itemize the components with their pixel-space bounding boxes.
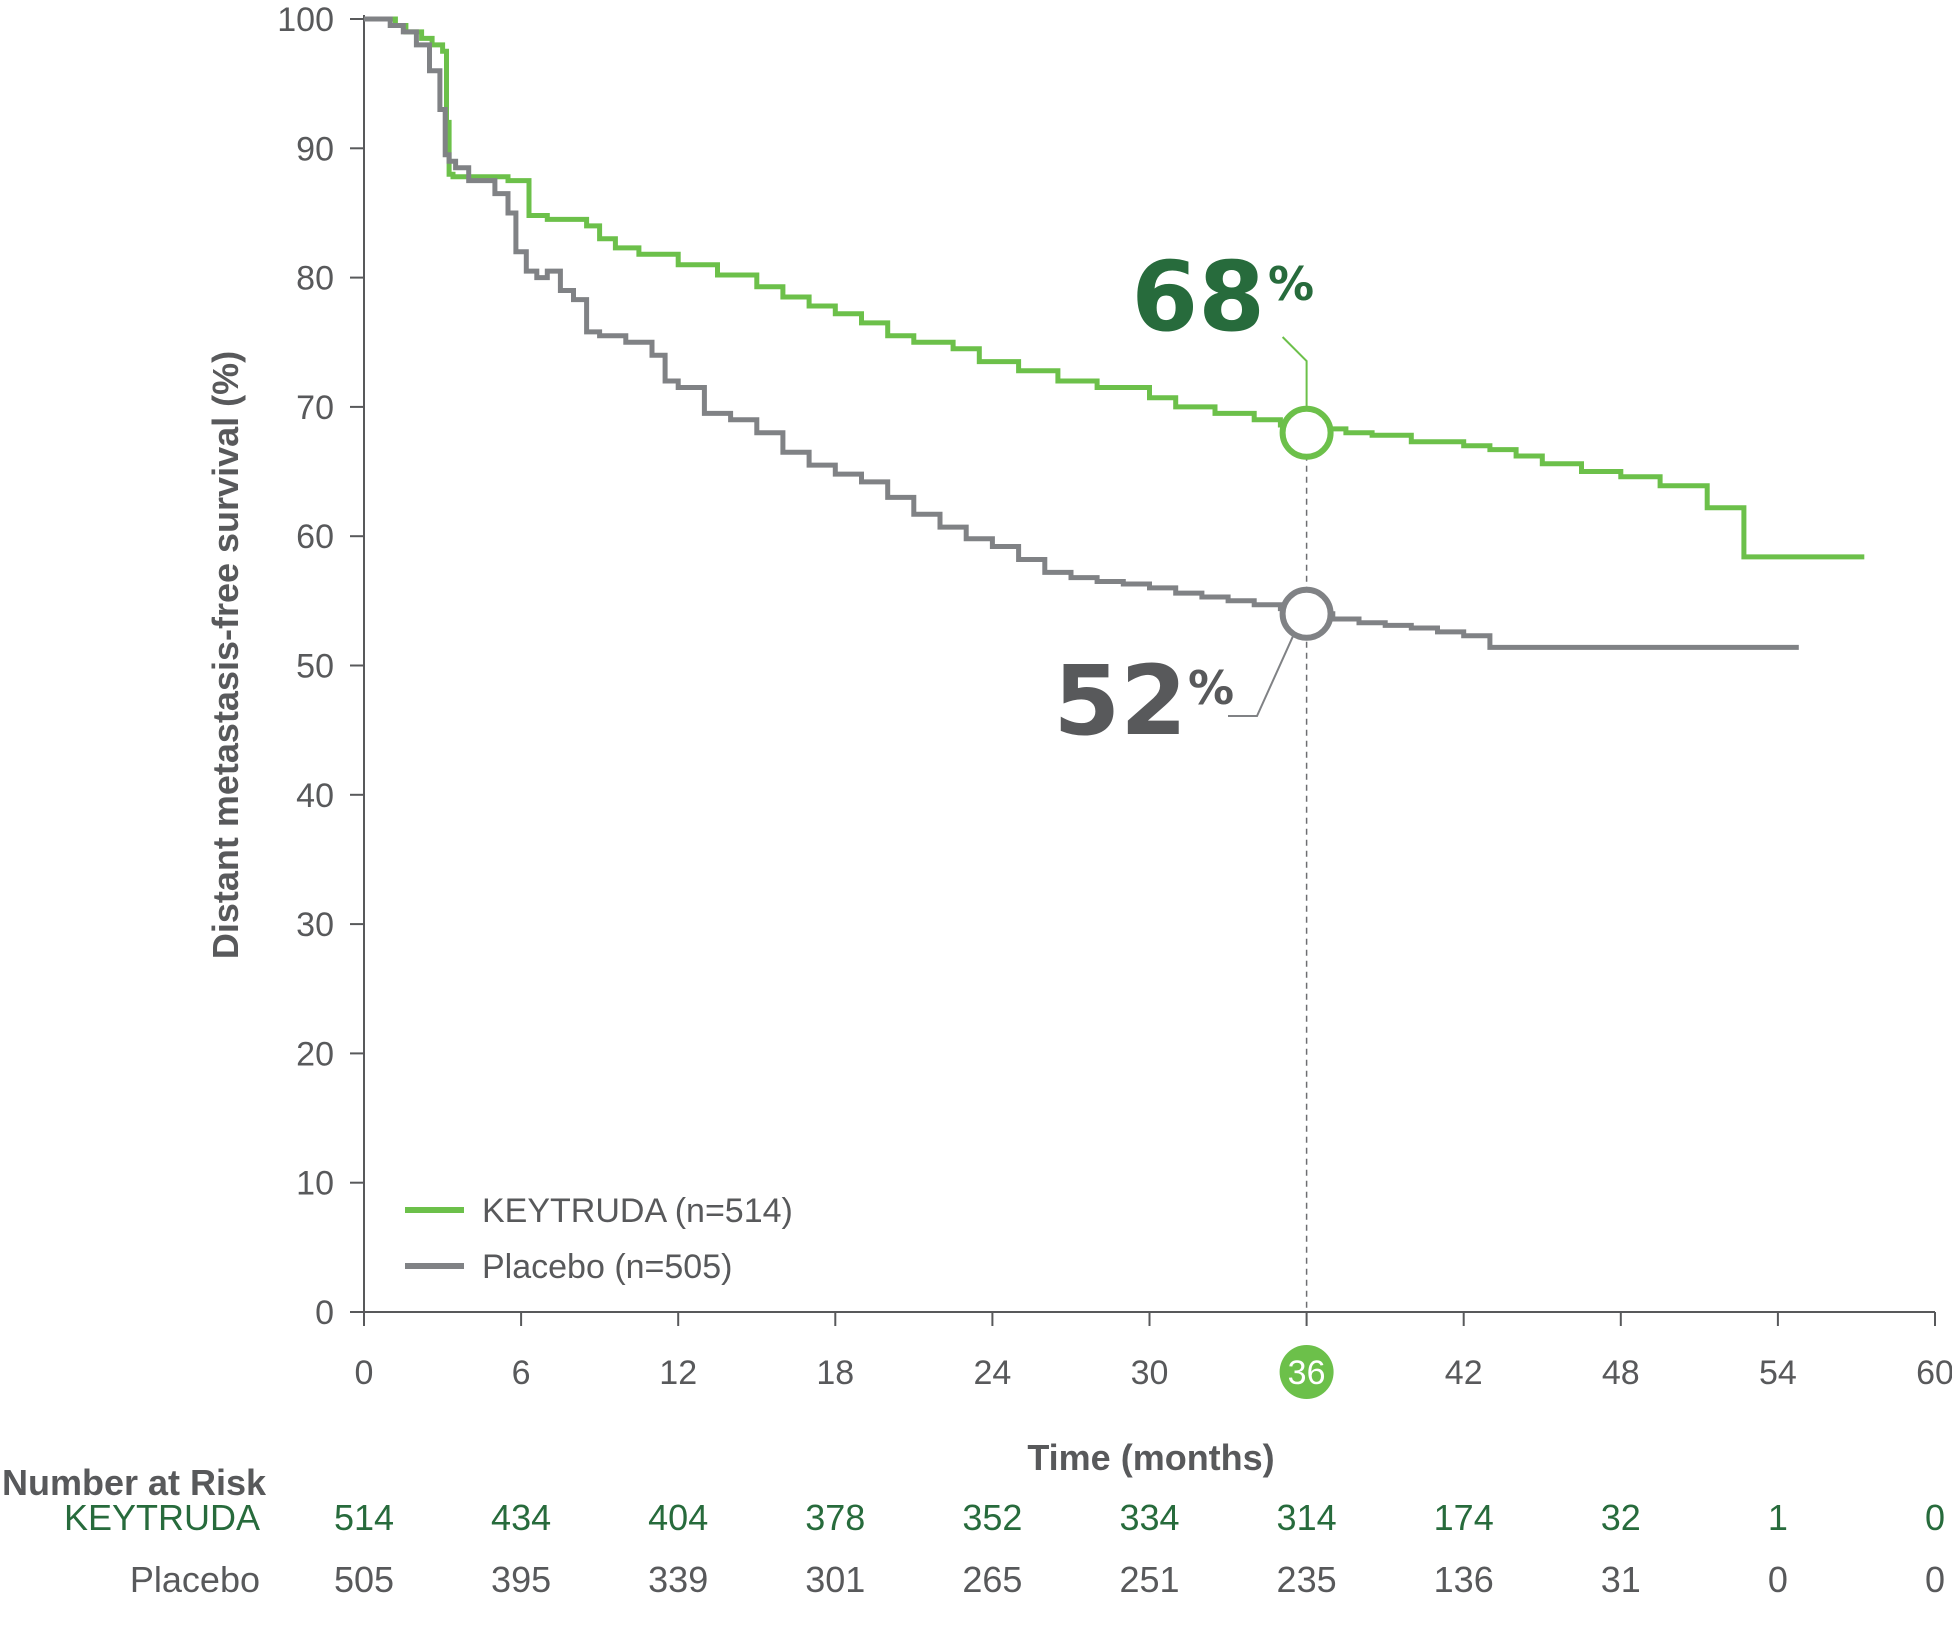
annotation-value-placebo: 52 xyxy=(1053,645,1187,757)
callout-leader-keytruda xyxy=(1281,336,1308,407)
series-layer xyxy=(364,16,1865,650)
risk-value-keytruda: 0 xyxy=(1925,1497,1945,1538)
annotation-layer: 68 %52% xyxy=(1053,241,1334,757)
marker-circle-keytruda-36 xyxy=(1279,405,1334,460)
risk-value-placebo: 0 xyxy=(1925,1559,1945,1600)
risk-value-keytruda: 334 xyxy=(1119,1497,1179,1538)
annotation-unit-placebo: % xyxy=(1188,661,1234,715)
risk-value-keytruda: 352 xyxy=(962,1497,1022,1538)
y-tick-label: 60 xyxy=(296,518,334,556)
y-tick-label: 70 xyxy=(296,389,334,427)
risk-value-keytruda: 404 xyxy=(648,1497,708,1538)
y-tick-label: 90 xyxy=(296,130,334,168)
x-tick-label: 60 xyxy=(1916,1354,1952,1392)
y-axis-title-group: Distant metastasis-free survival (%) xyxy=(205,351,246,959)
risk-value-keytruda: 1 xyxy=(1768,1497,1788,1538)
risk-value-placebo: 505 xyxy=(334,1559,394,1600)
x-tick-label: 54 xyxy=(1759,1354,1797,1392)
risk-value-placebo: 301 xyxy=(805,1559,865,1600)
risk-value-placebo: 265 xyxy=(962,1559,1022,1600)
risk-table-title: Number at Risk xyxy=(2,1462,267,1503)
risk-value-placebo: 0 xyxy=(1768,1559,1788,1600)
axes: 0 10 20 30 40 50 60 70 80 90 100 0 6 12 18 24 30 36 42 48 54… xyxy=(277,1,1952,1399)
legend: KEYTRUDA (n=514) Placebo (n=505) xyxy=(405,1192,793,1286)
risk-row-label-keytruda: KEYTRUDA xyxy=(64,1497,260,1538)
y-tick-label: 30 xyxy=(296,906,334,944)
y-axis-title: Distant metastasis-free survival (%) xyxy=(205,351,246,959)
risk-value-keytruda: 378 xyxy=(805,1497,865,1538)
risk-value-keytruda: 514 xyxy=(334,1497,394,1538)
series-line-placebo xyxy=(364,16,1799,650)
x-tick-label-highlight: 36 xyxy=(1288,1354,1326,1392)
risk-value-placebo: 31 xyxy=(1601,1559,1641,1600)
x-tick-label: 24 xyxy=(973,1354,1011,1392)
y-tick-label: 20 xyxy=(296,1035,334,1073)
callout-leader-placebo xyxy=(1228,634,1295,717)
marker-circle-placebo-36 xyxy=(1279,586,1334,641)
x-axis-title: Time (months) xyxy=(1027,1437,1274,1478)
y-tick-label: 50 xyxy=(296,648,334,686)
y-tick-label: 0 xyxy=(315,1294,334,1332)
risk-table: KEYTRUDA 514 434 404 378 352 334 314 174 32 1 0 Plac… xyxy=(64,1497,1945,1600)
risk-value-keytruda: 32 xyxy=(1601,1497,1641,1538)
y-tick-label: 40 xyxy=(296,777,334,815)
x-tick-label: 42 xyxy=(1445,1354,1483,1392)
y-tick-label: 80 xyxy=(296,260,334,298)
risk-value-keytruda: 174 xyxy=(1434,1497,1494,1538)
annotation-value-keytruda: 68 xyxy=(1131,241,1265,353)
x-tick-label: 48 xyxy=(1602,1354,1640,1392)
risk-value-keytruda: 314 xyxy=(1277,1497,1337,1538)
risk-value-placebo: 251 xyxy=(1119,1559,1179,1600)
x-tick-label: 6 xyxy=(512,1354,531,1392)
x-tick-label: 0 xyxy=(355,1354,374,1392)
legend-label-keytruda: KEYTRUDA (n=514) xyxy=(482,1192,793,1230)
risk-value-placebo: 136 xyxy=(1434,1559,1494,1600)
y-tick-label: 100 xyxy=(277,1,334,39)
risk-value-placebo: 339 xyxy=(648,1559,708,1600)
legend-label-placebo: Placebo (n=505) xyxy=(482,1248,732,1286)
x-tick-label: 12 xyxy=(659,1354,697,1392)
series-line-keytruda xyxy=(364,16,1865,560)
risk-value-keytruda: 434 xyxy=(491,1497,551,1538)
risk-value-placebo: 395 xyxy=(491,1559,551,1600)
y-tick-label: 10 xyxy=(296,1165,334,1203)
annotation-unit-keytruda: % xyxy=(1268,257,1314,311)
risk-row-label-placebo: Placebo xyxy=(130,1559,260,1600)
risk-value-placebo: 235 xyxy=(1277,1559,1337,1600)
x-tick-label: 18 xyxy=(816,1354,854,1392)
x-tick-label: 30 xyxy=(1131,1354,1169,1392)
x-tick-highlight-circle xyxy=(1279,1345,1334,1399)
